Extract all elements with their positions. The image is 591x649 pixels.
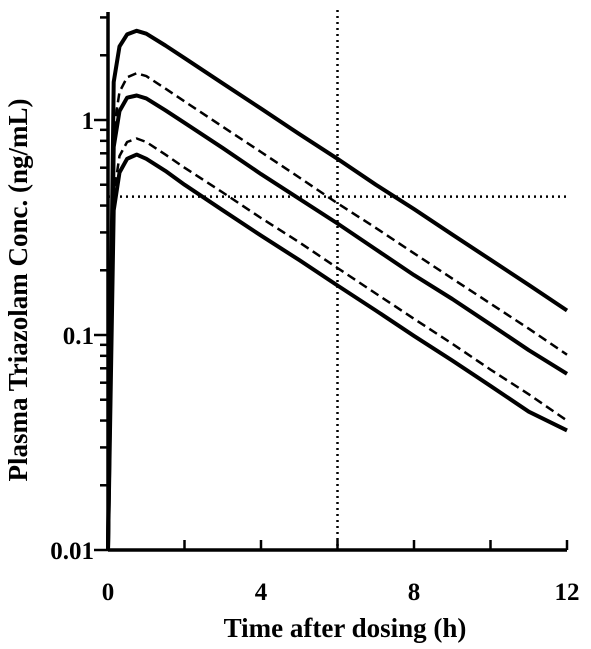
series-line-3 — [106, 93, 569, 551]
y-tick-label: 0.01 — [50, 538, 94, 565]
x-tick-label: 0 — [102, 579, 115, 606]
series-line-2 — [106, 71, 568, 551]
x-ticks: 0 4 8 12 — [102, 540, 580, 606]
y-axis-label: Plasma Triazolam Conc. (ng/mL) — [3, 99, 33, 482]
series-line-4 — [106, 137, 568, 551]
x-tick-label: 4 — [255, 579, 268, 606]
y-ticks: 0.01 0.1 1 — [50, 16, 108, 565]
series-line-5 — [106, 152, 568, 551]
y-tick-label: 1 — [82, 108, 95, 135]
x-tick-label: 8 — [408, 579, 421, 606]
series-line-1 — [106, 28, 569, 551]
series-lines — [106, 28, 569, 551]
x-tick-label: 12 — [555, 579, 580, 606]
reference-lines — [108, 10, 567, 550]
y-tick-label: 0.1 — [63, 323, 94, 350]
x-axis-label: Time after dosing (h) — [224, 613, 467, 643]
